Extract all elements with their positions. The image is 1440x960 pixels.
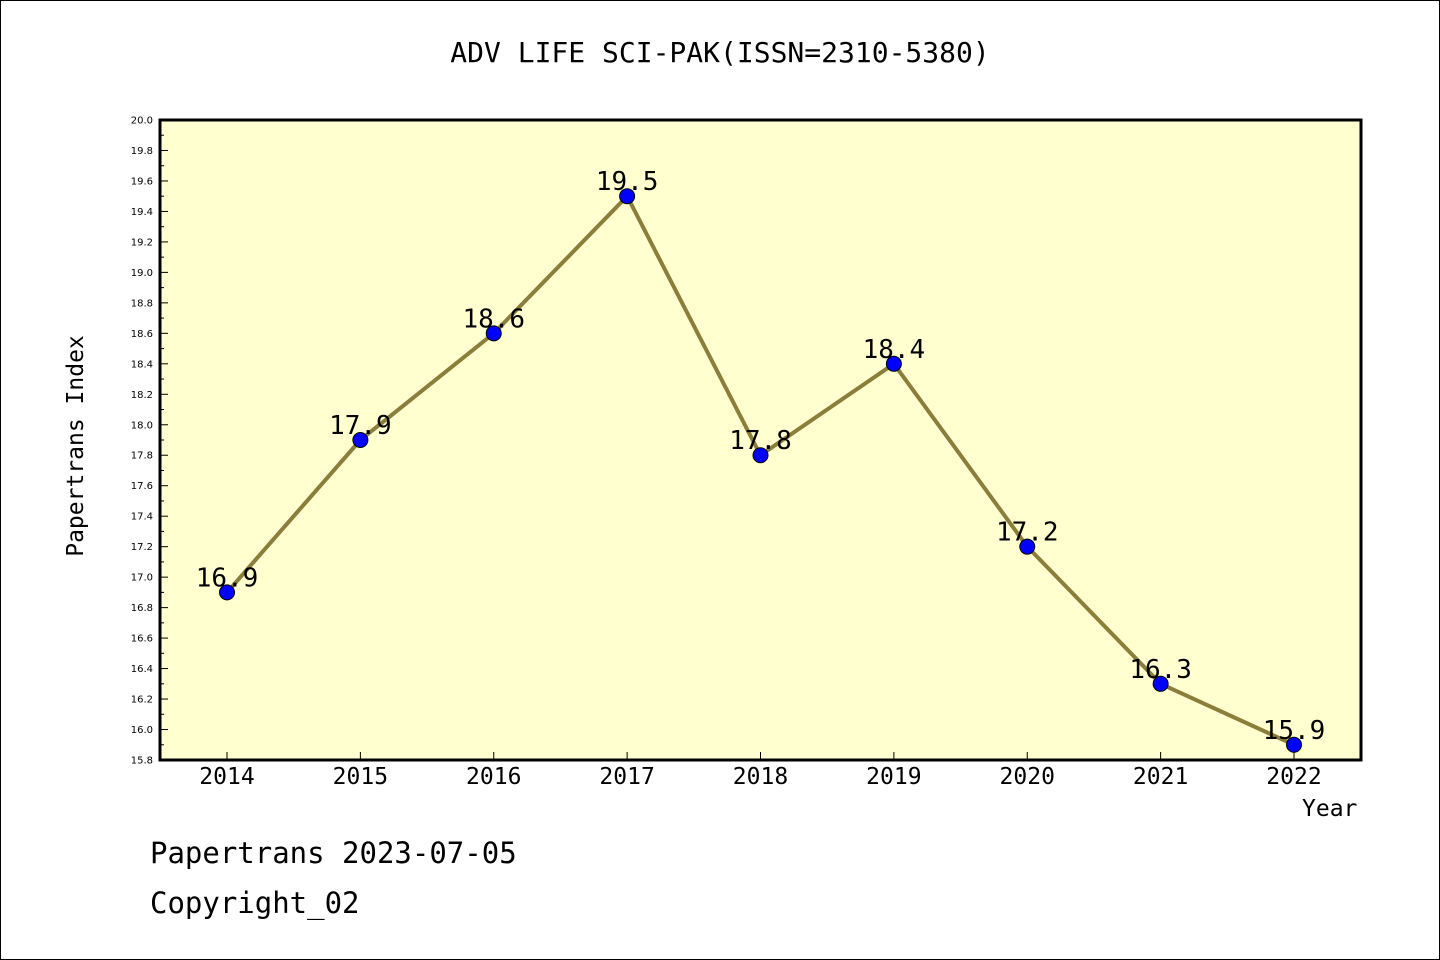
y-tick-label: 18.4 [131,359,153,370]
data-point [1286,736,1302,753]
x-tick-label: 2018 [733,764,788,790]
data-point [752,447,769,464]
y-tick-label: 16.2 [131,695,153,706]
y-tick-label: 17.0 [131,573,153,584]
x-tick-label: 2016 [466,764,521,790]
y-tick-label: 16.4 [131,664,153,675]
footer-copyright: Copyright_02 [150,886,360,920]
data-label: 18.6 [462,304,525,334]
x-tick-label: 2017 [599,764,654,790]
data-point [1019,538,1036,555]
x-axis-ticks: 2014 2015 2016 2017 2018 2019 2020 2021 2022 [199,752,1322,790]
data-point [219,584,235,601]
y-tick-label: 17.4 [131,512,153,523]
y-tick-label: 20.0 [131,116,153,127]
y-tick-label: 19.0 [131,268,153,279]
data-label: 18.4 [863,335,926,365]
x-tick-label: 2014 [199,764,254,790]
y-tick-label: 18.6 [131,329,153,340]
footer-date: Papertrans 2023-07-05 [150,836,517,870]
series-group: 16.9 17.9 18.6 19.5 17.8 18.4 17.2 16.3 15.9 [196,167,1326,753]
x-tick-label: 2019 [866,764,921,790]
y-tick-label: 18.2 [131,390,153,401]
y-tick-label: 17.2 [131,542,153,553]
data-point [485,325,502,342]
data-point [352,432,369,448]
y-tick-label: 17.6 [131,481,153,492]
data-label: 17.2 [996,518,1059,548]
data-label: 16.3 [1129,655,1192,685]
y-tick-label: 18.8 [131,298,153,309]
data-label: 19.5 [596,167,659,197]
data-label: 17.9 [329,411,392,441]
x-tick-label: 2015 [333,764,388,790]
data-label: 15.9 [1263,716,1326,746]
y-tick-label: 16.0 [131,725,153,736]
y-tick-label: 16.8 [131,603,153,614]
y-tick-label: 15.8 [131,756,153,767]
y-tick-label: 18.0 [131,420,153,431]
y-tick-label: 17.8 [131,451,153,462]
x-axis-label: Year [1302,796,1358,822]
x-tick-label: 2020 [1000,764,1055,790]
y-axis-label: Papertrans Index [63,335,89,557]
y-tick-label: 19.8 [131,146,153,157]
data-label: 17.8 [729,426,792,456]
data-point [885,355,902,372]
x-tick-label: 2022 [1266,764,1321,790]
data-point [1152,675,1169,692]
x-tick-label: 2021 [1133,764,1188,790]
data-label: 16.9 [196,563,259,593]
y-tick-label: 19.2 [131,237,153,248]
y-tick-label: 19.4 [131,207,153,218]
chart-title: ADV LIFE SCI-PAK(ISSN=2310-5380) [450,36,990,69]
y-tick-label: 19.6 [131,176,153,187]
data-point [619,188,636,205]
y-axis-ticks: 15.8 16.0 16.2 16.4 16.6 16.8 17.0 17.2 17.4 17.6… [131,116,168,767]
y-tick-label: 16.6 [131,634,153,645]
